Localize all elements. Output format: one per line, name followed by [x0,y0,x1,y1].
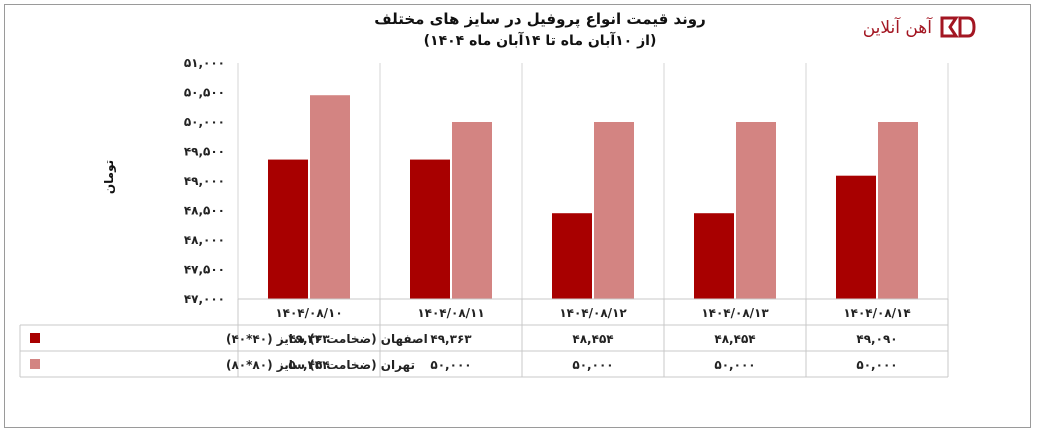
y-tick-label: ۴۹,۰۰۰ [184,174,225,188]
bar-isfahan [268,159,308,299]
y-tick-label: ۴۹,۵۰۰ [184,145,225,159]
bar-tehran [736,122,776,299]
x-tick-label: ۱۴۰۴/۰۸/۱۱ [417,306,484,320]
x-tick-label: ۱۴۰۴/۰۸/۱۰ [275,306,342,320]
data-label: ۵۰,۴۵۴ [288,358,329,372]
bar-tehran [594,122,634,299]
bar-tehran [310,95,350,300]
data-label: ۴۹,۳۶۳ [288,332,330,346]
data-label: ۴۹,۳۶۳ [430,332,472,346]
data-label: ۴۹,۰۹۰ [856,332,897,346]
y-tick-label: ۴۷,۰۰۰ [184,292,225,306]
data-label: ۵۰,۰۰۰ [572,358,613,372]
x-tick-label: ۱۴۰۴/۰۸/۱۲ [559,306,627,320]
chart-subtitle: (از ۱۰آبان ماه تا ۱۴آبان ماه ۱۴۰۴) [423,33,657,49]
brand-mark-icon [940,16,976,38]
data-label: ۴۸,۴۵۴ [572,332,613,346]
x-tick-label: ۱۴۰۴/۰۸/۱۴ [843,306,910,320]
y-tick-label: ۵۰,۰۰۰ [184,115,225,129]
bar-isfahan [836,175,876,299]
y-tick-label: ۴۸,۵۰۰ [184,204,225,218]
data-label: ۵۰,۰۰۰ [714,358,755,372]
y-tick-label: ۵۱,۰۰۰ [184,56,225,70]
data-label: ۴۸,۴۵۴ [714,332,755,346]
legend-swatch [30,333,40,343]
x-tick-label: ۱۴۰۴/۰۸/۱۳ [701,306,769,320]
brand-logo: آهن آنلاین [806,10,976,46]
legend-label: تهران (ضخامت ۲) سایز (۸۰*۸۰) [226,358,415,372]
bar-tehran [878,122,918,299]
bar-isfahan [694,213,734,299]
data-label: ۵۰,۰۰۰ [856,358,897,372]
y-tick-label: ۴۸,۰۰۰ [184,233,225,247]
y-tick-label: ۴۷,۵۰۰ [184,263,225,277]
data-label: ۵۰,۰۰۰ [430,358,471,372]
legend-label: اصفهان (ضخامت ۳) سایز (۴۰*۴۰) [226,332,428,346]
brand-name: آهن آنلاین [862,18,932,38]
chart-title: روند قیمت انواع پروفیل در سایز های مختلف [374,10,706,28]
legend-swatch [30,359,40,369]
bar-isfahan [410,159,450,299]
bar-tehran [452,122,492,299]
bar-isfahan [552,213,592,299]
y-tick-label: ۵۰,۵۰۰ [184,86,225,100]
